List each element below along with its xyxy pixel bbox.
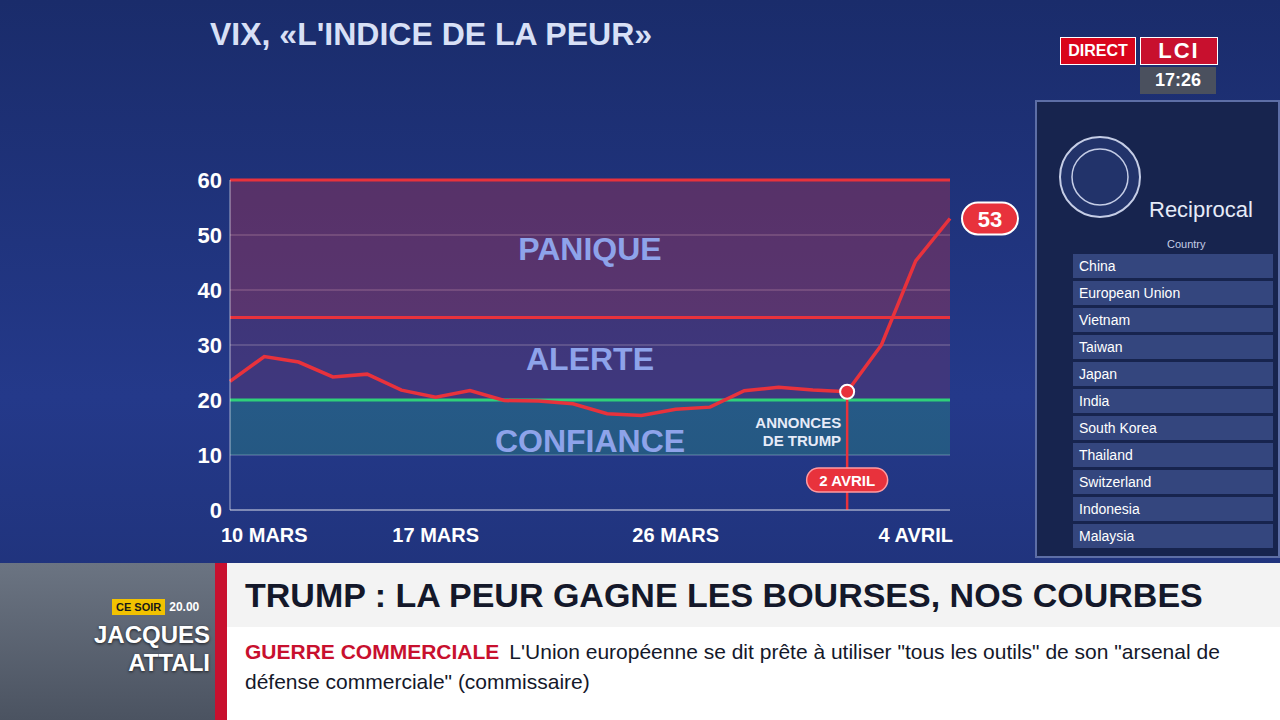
html-text:GUERRE COMMERCIALE: GUERRE COMMERCIALE: [245, 640, 500, 663]
html-text:Malaysia: Malaysia: [1079, 528, 1135, 544]
html-text:Indonesia: Indonesia: [1079, 501, 1140, 517]
html-text:Vietnam: Vietnam: [1079, 312, 1131, 328]
html-text:VIX, «L'INDICE DE LA PEUR»: VIX, «L'INDICE DE LA PEUR»: [210, 16, 653, 52]
svg-text:DE TRUMP: DE TRUMP: [763, 432, 841, 449]
svg-text:10: 10: [198, 443, 222, 468]
html-text:Reciprocal: Reciprocal: [1149, 197, 1253, 222]
svg-text:26 MARS: 26 MARS: [632, 524, 719, 546]
html-text:20.00: 20.00: [169, 600, 200, 614]
svg-text:30: 30: [198, 333, 222, 358]
svg-text:40: 40: [198, 278, 222, 303]
html-text:LCI: LCI: [1158, 38, 1200, 63]
html-text:Switzerland: Switzerland: [1079, 474, 1152, 490]
svg-text:PANIQUE: PANIQUE: [518, 231, 661, 267]
svg-text:0: 0: [210, 498, 222, 523]
svg-text:60: 60: [198, 168, 222, 193]
html-text:Taiwan: Taiwan: [1079, 339, 1123, 355]
html-text:Japan: Japan: [1079, 366, 1118, 382]
html-text:China: China: [1079, 258, 1116, 274]
svg-text:50: 50: [198, 223, 222, 248]
html-text:TRUMP : LA PEUR GAGNE LES BOUR: TRUMP : LA PEUR GAGNE LES BOURSES, NOS C…: [245, 575, 1203, 614]
html-text:Thailand: Thailand: [1079, 447, 1133, 463]
svg-text:2 AVRIL: 2 AVRIL: [819, 472, 875, 489]
svg-text:CONFIANCE: CONFIANCE: [495, 423, 685, 459]
html-text:JACQUES ATTALI: JACQUES ATTALI: [94, 621, 210, 676]
html-text:India: India: [1079, 393, 1110, 409]
svg-text:4 AVRIL: 4 AVRIL: [878, 524, 952, 546]
svg-text:ANNONCES: ANNONCES: [755, 414, 841, 431]
svg-text:ALERTE: ALERTE: [526, 341, 654, 377]
svg-text:17 MARS: 17 MARS: [392, 524, 479, 546]
svg-text:10 MARS: 10 MARS: [221, 524, 308, 546]
html-text:L'Union européenne se dit prêt: L'Union européenne se dit prête à utilis…: [245, 640, 1220, 693]
html-text:South Korea: South Korea: [1079, 420, 1157, 436]
svg-text:53: 53: [978, 207, 1002, 232]
html-text:Country: Country: [1167, 238, 1206, 250]
html-text:DIRECT: DIRECT: [1068, 42, 1128, 59]
svg-text:20: 20: [198, 388, 222, 413]
html-text:European Union: European Union: [1079, 285, 1181, 301]
html-text:17:26: 17:26: [1155, 70, 1201, 90]
html-text:CE SOIR: CE SOIR: [116, 601, 162, 613]
